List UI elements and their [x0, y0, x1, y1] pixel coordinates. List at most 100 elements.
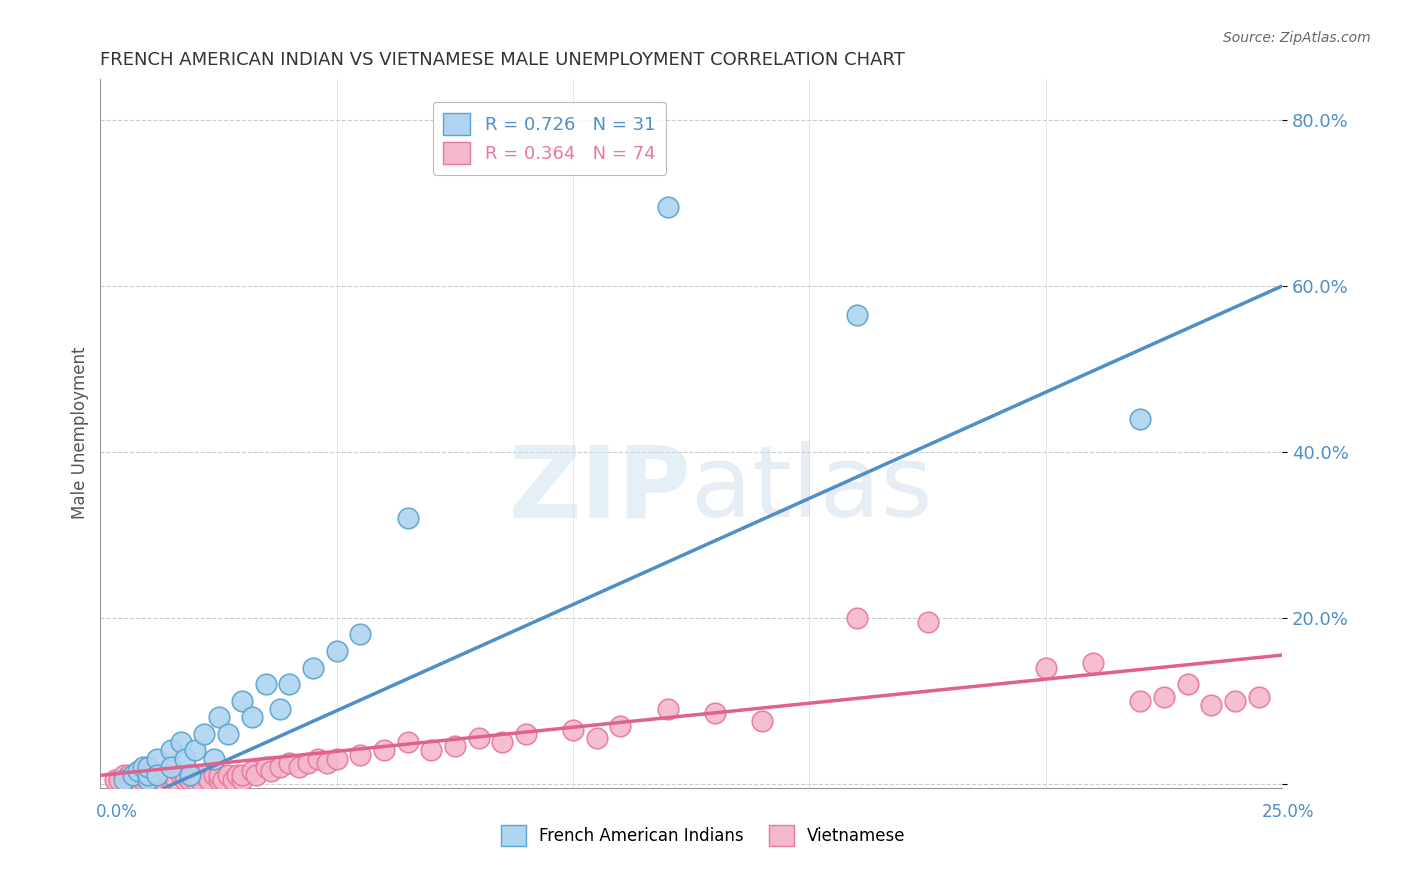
Point: [307, 752, 329, 766]
Point: [254, 760, 277, 774]
Text: ZIP: ZIP: [509, 442, 692, 539]
Point: [1035, 660, 1057, 674]
Text: 25.0%: 25.0%: [1263, 803, 1315, 821]
Point: [112, 772, 135, 787]
Point: [349, 627, 371, 641]
Point: [207, 772, 229, 787]
Point: [316, 756, 339, 770]
Text: 0.0%: 0.0%: [96, 803, 138, 821]
Point: [122, 772, 145, 787]
Point: [231, 694, 253, 708]
Point: [136, 772, 159, 787]
Point: [373, 743, 395, 757]
Point: [254, 677, 277, 691]
Point: [146, 772, 169, 787]
Point: [170, 735, 193, 749]
Point: [174, 768, 197, 782]
Point: [179, 772, 201, 787]
Legend: R = 0.726   N = 31, R = 0.364   N = 74: R = 0.726 N = 31, R = 0.364 N = 74: [433, 102, 666, 175]
Point: [278, 677, 301, 691]
Point: [174, 752, 197, 766]
Point: [193, 727, 215, 741]
Point: [751, 714, 773, 729]
Text: Source: ZipAtlas.com: Source: ZipAtlas.com: [1223, 31, 1371, 45]
Point: [609, 718, 631, 732]
Point: [198, 772, 221, 787]
Point: [444, 739, 467, 754]
Point: [297, 756, 319, 770]
Point: [349, 747, 371, 762]
Legend: French American Indians, Vietnamese: French American Indians, Vietnamese: [494, 819, 912, 853]
Point: [1129, 694, 1152, 708]
Point: [207, 768, 229, 782]
Point: [160, 768, 183, 782]
Text: atlas: atlas: [692, 442, 934, 539]
Point: [118, 772, 141, 787]
Point: [174, 772, 197, 787]
Point: [515, 727, 537, 741]
Point: [657, 200, 679, 214]
Point: [202, 752, 225, 766]
Point: [136, 764, 159, 779]
Point: [703, 706, 725, 720]
Point: [170, 768, 193, 782]
Point: [1129, 411, 1152, 425]
Point: [179, 768, 201, 782]
Point: [136, 772, 159, 787]
Point: [146, 768, 169, 782]
Point: [132, 760, 155, 774]
Point: [160, 743, 183, 757]
Point: [127, 764, 149, 779]
Point: [259, 764, 281, 779]
Point: [207, 710, 229, 724]
Point: [202, 768, 225, 782]
Point: [165, 772, 187, 787]
Point: [132, 768, 155, 782]
Point: [141, 772, 163, 787]
Point: [240, 710, 263, 724]
Point: [325, 644, 347, 658]
Point: [112, 768, 135, 782]
Point: [217, 768, 239, 782]
Point: [184, 743, 207, 757]
Point: [396, 511, 419, 525]
Point: [1177, 677, 1199, 691]
Point: [420, 743, 443, 757]
Point: [1223, 694, 1246, 708]
Point: [231, 768, 253, 782]
Point: [184, 768, 207, 782]
Point: [845, 308, 868, 322]
Point: [146, 768, 169, 782]
Point: [269, 760, 291, 774]
Point: [127, 772, 149, 787]
Point: [278, 756, 301, 770]
Point: [269, 702, 291, 716]
Point: [396, 735, 419, 749]
Point: [132, 772, 155, 787]
Point: [562, 723, 585, 737]
Point: [222, 772, 245, 787]
Point: [188, 772, 211, 787]
Point: [226, 768, 249, 782]
Y-axis label: Male Unemployment: Male Unemployment: [72, 347, 89, 519]
Point: [217, 727, 239, 741]
Point: [160, 772, 183, 787]
Point: [136, 760, 159, 774]
Point: [657, 702, 679, 716]
Point: [118, 768, 141, 782]
Point: [467, 731, 489, 745]
Text: FRENCH AMERICAN INDIAN VS VIETNAMESE MALE UNEMPLOYMENT CORRELATION CHART: FRENCH AMERICAN INDIAN VS VIETNAMESE MAL…: [100, 51, 905, 69]
Point: [1247, 690, 1270, 704]
Point: [155, 768, 177, 782]
Point: [585, 731, 607, 745]
Point: [231, 772, 253, 787]
Point: [136, 768, 159, 782]
Point: [1081, 657, 1104, 671]
Point: [122, 768, 145, 782]
Point: [845, 611, 868, 625]
Point: [1201, 698, 1223, 712]
Point: [302, 660, 325, 674]
Point: [288, 760, 311, 774]
Point: [127, 768, 149, 782]
Point: [240, 764, 263, 779]
